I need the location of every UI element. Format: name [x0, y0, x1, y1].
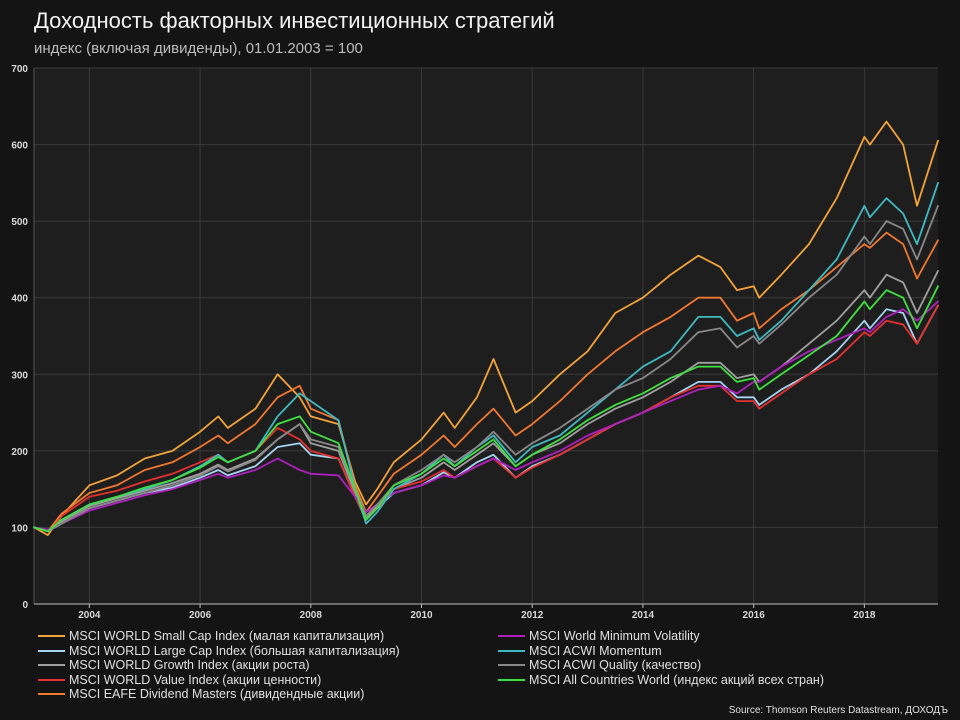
series-line-5 — [33, 231, 939, 533]
legend-item-3: MSCI WORLD Growth Index (акции роста) — [38, 658, 310, 672]
legend-item-4: MSCI WORLD Value Index (акции ценности) — [38, 673, 321, 687]
x-tick-label-2012: 2012 — [521, 610, 544, 621]
legend-swatch — [38, 693, 65, 695]
legend-swatch — [498, 649, 525, 652]
x-tick-label-2016: 2016 — [743, 610, 766, 621]
y-tick-label-0: 0 — [22, 600, 28, 611]
source-note: Source: Thomson Reuters Datastream, ДОХО… — [728, 705, 948, 716]
series-line-6 — [33, 300, 939, 531]
series-line-2 — [33, 304, 939, 533]
legend-label: MSCI ACWI Quality (качество) — [529, 658, 702, 672]
series-line-8 — [33, 204, 939, 533]
x-tick-label-2004: 2004 — [78, 610, 101, 621]
y-tick-label-100: 100 — [11, 523, 28, 534]
series-group — [33, 120, 939, 536]
legend-label: MSCI WORLD Value Index (акции ценности) — [69, 672, 322, 687]
x-tick-label-2010: 2010 — [410, 610, 433, 621]
legend-label: MSCI WORLD Small Cap Index (малая капита… — [69, 629, 385, 643]
legend-item-8: MSCI ACWI Quality (качество) — [498, 658, 701, 672]
legend-swatch — [498, 635, 525, 637]
legend-item-1: MSCI WORLD Small Cap Index (малая капита… — [38, 629, 384, 643]
legend-item-5: MSCI EAFE Dividend Masters (дивидендные … — [38, 687, 364, 701]
legend-label: MSCI WORLD Large Cap Index (большая капи… — [69, 643, 400, 658]
chart-subtitle: индекс (включая дивиденды), 01.01.2003 =… — [34, 40, 363, 57]
legend-swatch — [38, 664, 65, 666]
legend-swatch — [38, 635, 65, 637]
y-tick-label-200: 200 — [11, 447, 28, 458]
legend-swatch — [498, 678, 525, 681]
legend-item-2: MSCI WORLD Large Cap Index (большая капи… — [38, 644, 400, 658]
y-tick-label-600: 600 — [11, 141, 28, 152]
x-tick-label-2014: 2014 — [632, 610, 655, 621]
plot-area — [34, 68, 938, 604]
series-line-3 — [33, 270, 939, 533]
legend-label: MSCI EAFE Dividend Masters (дивидендные … — [69, 687, 365, 701]
y-tick-label-400: 400 — [11, 294, 28, 305]
series-line-1 — [33, 120, 939, 536]
x-tick-label-2006: 2006 — [189, 610, 212, 621]
legend-swatch — [38, 649, 65, 652]
series-line-9 — [33, 285, 939, 533]
legend-item-6: MSCI World Minimum Volatility — [498, 629, 700, 643]
y-tick-label-300: 300 — [11, 370, 28, 381]
legend-label: MSCI ACWI Momentum — [529, 643, 662, 658]
legend-label: MSCI All Countries World (индекс акций в… — [529, 672, 824, 687]
legend-item-7: MSCI ACWI Momentum — [498, 644, 662, 658]
legend-item-9: MSCI All Countries World (индекс акций в… — [498, 673, 824, 687]
legend-label: MSCI WORLD Growth Index (акции роста) — [69, 658, 310, 672]
chart-title: Доходность факторных инвестиционных стра… — [34, 8, 555, 33]
y-tick-label-500: 500 — [11, 217, 28, 228]
legend-label: MSCI World Minimum Volatility — [529, 629, 700, 643]
legend-swatch — [38, 678, 65, 681]
x-tick-label-2018: 2018 — [853, 610, 876, 621]
y-tick-label-700: 700 — [11, 64, 28, 75]
x-tick-label-2008: 2008 — [300, 610, 323, 621]
legend-swatch — [498, 664, 525, 666]
